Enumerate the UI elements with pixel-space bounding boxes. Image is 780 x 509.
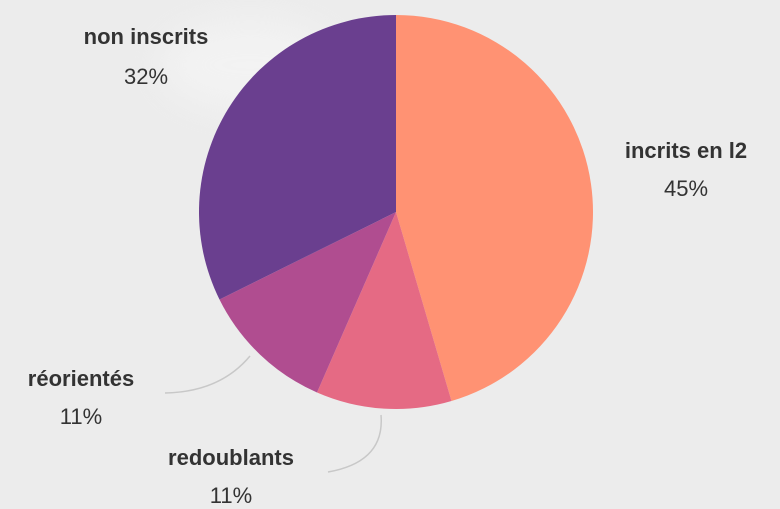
pie-slice-reorientes [219, 212, 396, 393]
pie-slice-redoublants [317, 212, 452, 409]
leader-line-reorientes [164, 355, 251, 394]
pie-slice-incrits-en-l2 [396, 15, 593, 402]
slice-pct-redoublants: 11% [210, 483, 252, 508]
slice-pct-reorientes: 11% [60, 404, 102, 429]
slice-label-redoublants: redoublants [168, 445, 294, 470]
slice-labels: incrits en l2 45% redoublants 11% réorie… [28, 24, 747, 508]
pie-slice-non-inscrits [199, 15, 396, 300]
slice-label-reorientes: réorientés [28, 366, 134, 391]
slice-pct-incrits-en-l2: 45% [664, 176, 708, 201]
leader-line-redoublants [327, 414, 382, 473]
slice-label-non-inscrits: non inscrits [84, 24, 209, 49]
pie-slices [199, 15, 593, 409]
leader-lines [164, 355, 382, 473]
slice-label-incrits-en-l2: incrits en l2 [625, 138, 747, 163]
slice-pct-non-inscrits: 32% [124, 64, 168, 89]
